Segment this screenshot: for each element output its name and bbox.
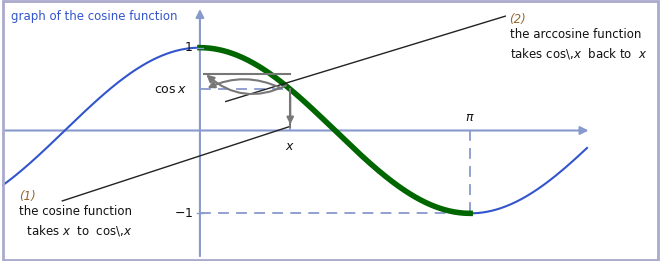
Text: $-1$: $-1$ [174,207,193,220]
Text: (1): (1) [19,190,36,203]
Text: takes cos\,$x$  back to  $x$: takes cos\,$x$ back to $x$ [510,46,647,61]
FancyArrowPatch shape [208,76,286,94]
Text: takes $x$  to  cos\,$x$: takes $x$ to cos\,$x$ [19,223,133,238]
Text: the cosine function: the cosine function [19,205,132,218]
Text: $1$: $1$ [184,41,193,54]
Text: $\cos x$: $\cos x$ [155,83,187,96]
Text: $\pi$: $\pi$ [465,111,475,124]
Text: (2): (2) [510,13,526,26]
Text: $x$: $x$ [286,140,295,153]
Text: graph of the cosine function: graph of the cosine function [11,10,177,23]
Text: the arccosine function: the arccosine function [510,28,641,41]
